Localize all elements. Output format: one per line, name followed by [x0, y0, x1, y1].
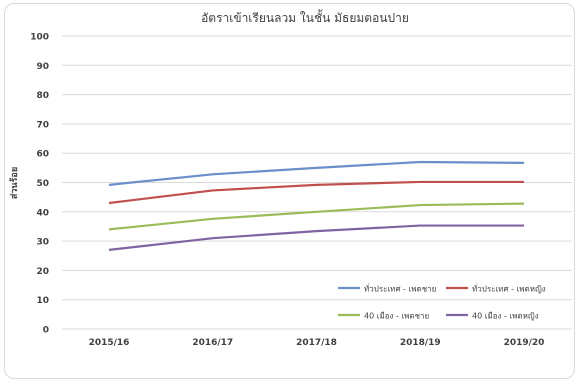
y-tick-label: 50	[36, 179, 49, 189]
x-tick-label: 2018/19	[400, 338, 441, 348]
y-tick-label: 70	[36, 120, 49, 130]
legend-label: ทั่วประเทศ - เพดหญิง	[472, 283, 546, 294]
y-tick-label: 100	[30, 33, 49, 43]
y-tick-label: 40	[36, 208, 49, 218]
x-tick-label: 2019/20	[504, 338, 545, 348]
legend-label: 40 เมือง - เพดหญิง	[472, 312, 539, 321]
legend-label: ทั่วประเทศ - เพดชาย	[364, 283, 436, 294]
x-tick-label: 2015/16	[89, 338, 130, 348]
chart-title: อัตราเข้าเรียนลวม ในชั้น มัธยมตอนปาย	[201, 9, 409, 25]
series-line-2	[108, 180, 524, 205]
y-tick-label: 80	[36, 91, 49, 101]
x-tick-label: 2017/18	[296, 338, 337, 348]
y-axis-label: ส่วนร้อย	[9, 167, 20, 199]
series-lines	[108, 160, 525, 251]
x-tick-label: 2016/17	[192, 338, 233, 348]
y-tick-label: 30	[36, 238, 49, 248]
series-line-4	[108, 224, 524, 251]
y-tick-label: 90	[36, 62, 49, 72]
y-tick-label: 60	[36, 150, 49, 160]
y-tick-labels: 0 10 20 30 40 50 60 70 80 90 100	[30, 33, 49, 336]
y-tick-label: 20	[36, 267, 49, 277]
legend-label: 40 เมือง - เพดชาย	[364, 312, 429, 321]
legend: ทั่วประเทศ - เพดชาย ทั่วประเทศ - เพดหญิง 4…	[338, 283, 546, 321]
y-tick-label: 0	[43, 326, 49, 336]
x-tick-labels: 2015/16 2016/17 2017/18 2018/19 2019/20	[89, 338, 545, 348]
y-tick-label: 10	[36, 296, 49, 306]
